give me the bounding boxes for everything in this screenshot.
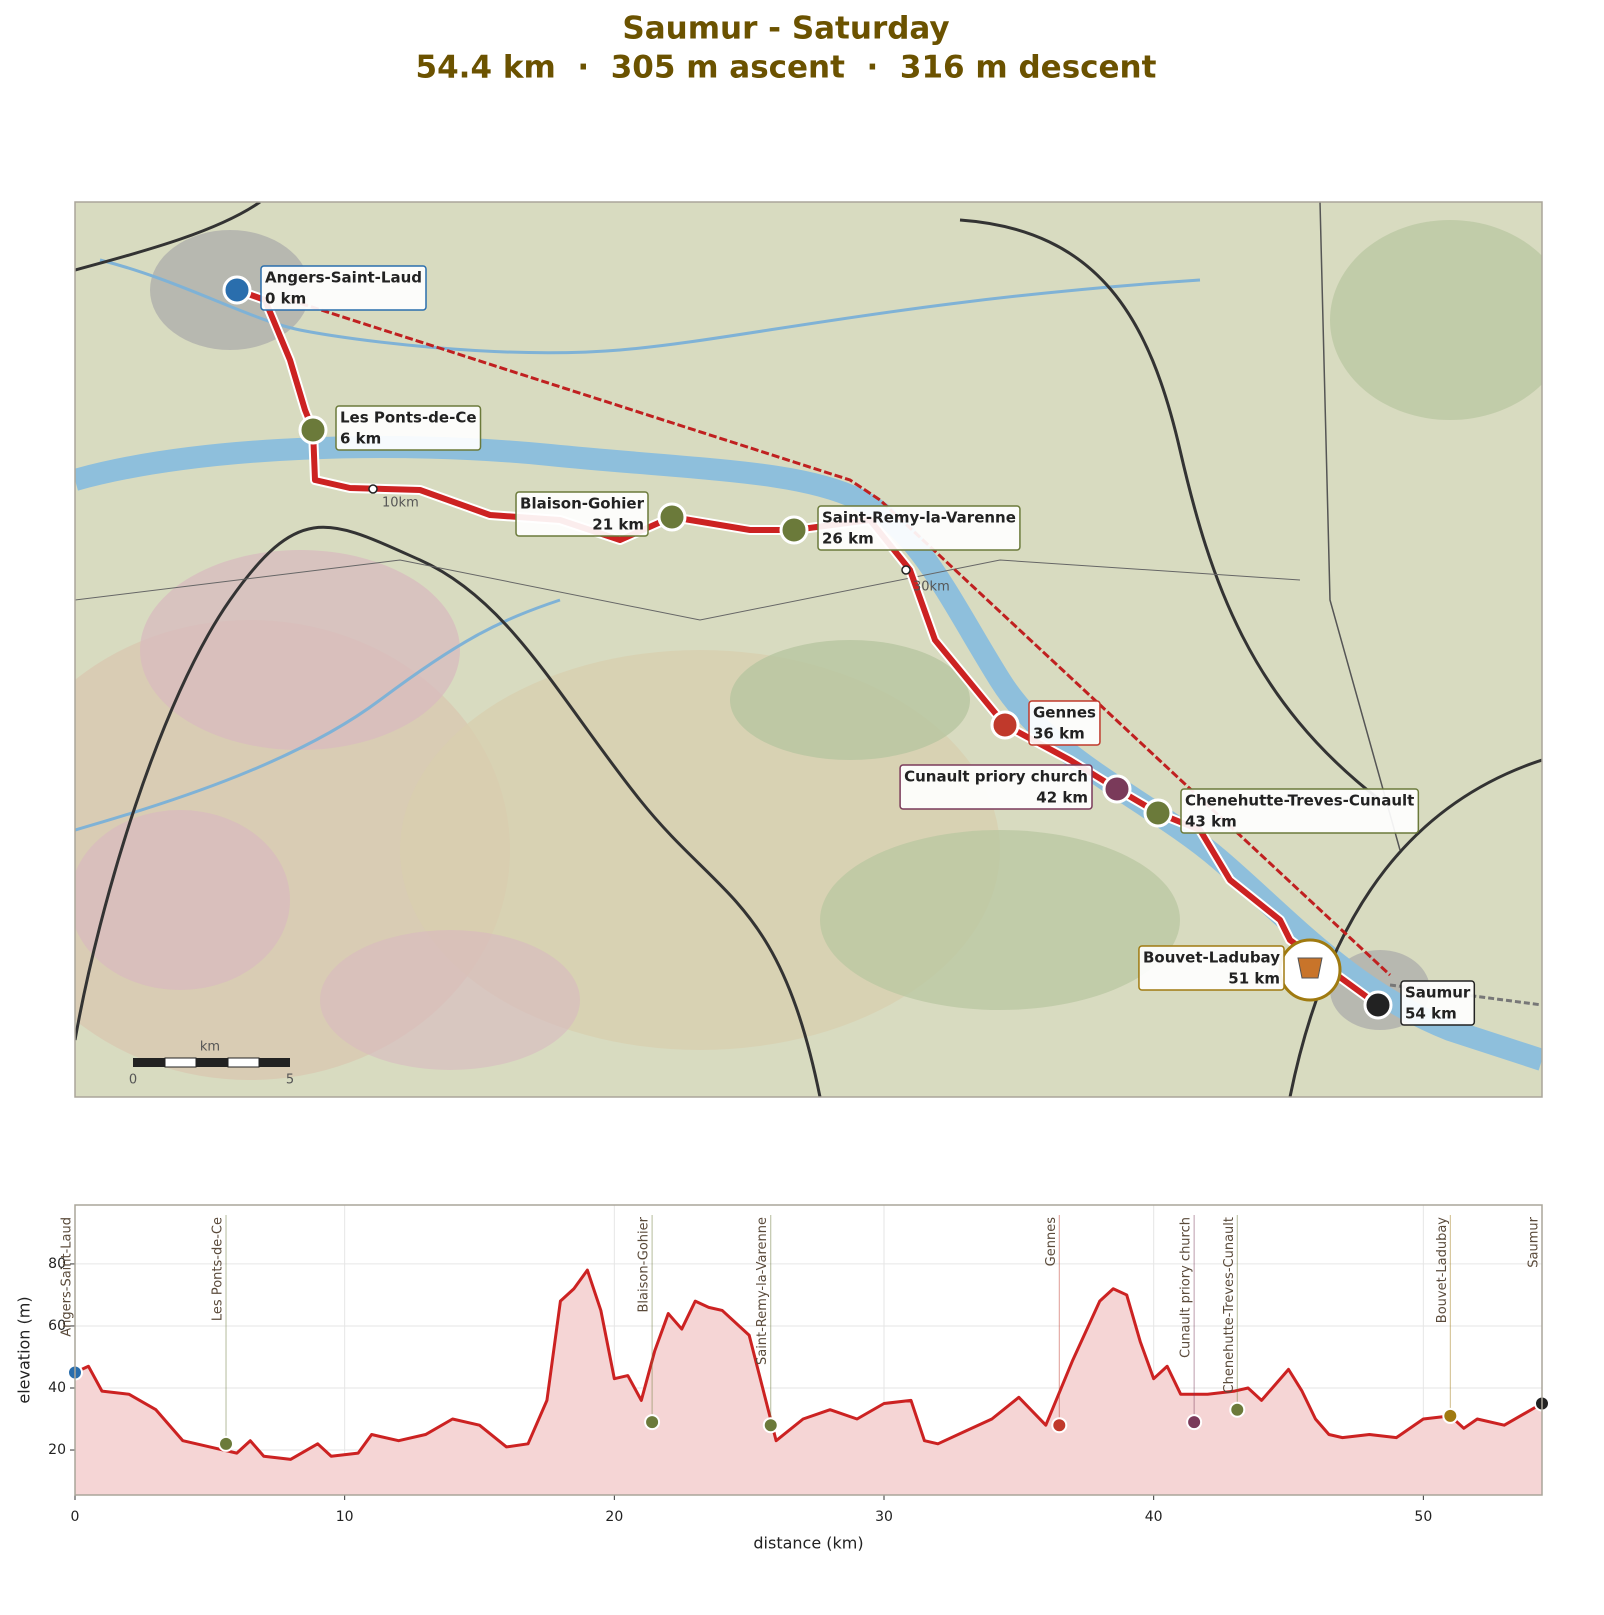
waypoint-name: Saumur <box>1405 984 1471 1002</box>
waypoint-name: Saint-Remy-la-Varenne <box>822 509 1016 527</box>
waypoint-marker <box>1102 774 1132 804</box>
waypoint-label: Chenehutte-Treves-Cunault 43 km <box>1180 788 1420 834</box>
map-background <box>75 202 1542 1097</box>
waypoint-label-box <box>817 505 1021 551</box>
waypoint-label: Cunault priory church 42 km <box>899 764 1093 810</box>
waypoint-distance: 42 km <box>1036 789 1088 807</box>
waypoint-distance: 0 km <box>265 290 306 308</box>
waypoint-profile-marker <box>1051 1417 1068 1434</box>
waypoint-marker <box>1363 990 1393 1020</box>
waypoint-label: Angers-Saint-Laud 0 km <box>260 265 427 311</box>
y-tick-label: 40 <box>48 1380 66 1396</box>
waypoint-label-box <box>1180 788 1420 834</box>
waypoint-profile-marker <box>1186 1414 1203 1431</box>
waypoint-name: Cunault priory church <box>904 768 1088 786</box>
waypoint-marker <box>298 415 328 445</box>
waypoint-name: Bouvet-Ladubay <box>1143 949 1280 967</box>
x-tick-label: 30 <box>875 1509 893 1525</box>
waypoint-distance: 21 km <box>592 516 644 534</box>
x-tick-label: 50 <box>1414 1509 1432 1525</box>
waypoint-name: Les Ponts-de-Ce <box>340 409 477 427</box>
waypoint-profile-label: Angers-Saint-Laud <box>60 1217 75 1337</box>
waypoint-profile-label: Saumur <box>1527 1216 1542 1267</box>
waypoint-label: Blaison-Gohier 21 km <box>515 491 649 537</box>
waypoint-label-box <box>1028 700 1101 746</box>
waypoint-profile-label: Saint-Remy-la-Varenne <box>755 1217 770 1365</box>
distance-marker-label: 10km <box>382 496 419 511</box>
waypoint-marker <box>779 515 809 545</box>
waypoint-label-box <box>899 764 1093 810</box>
subtitle: 54.4 km · 305 m ascent · 316 m descent <box>416 50 1157 86</box>
waypoint-distance: 26 km <box>822 530 874 548</box>
y-tick-label: 20 <box>48 1442 66 1458</box>
x-tick-label: 0 <box>71 1509 80 1525</box>
waypoint-distance: 54 km <box>1405 1005 1457 1023</box>
title: Saumur - Saturday <box>622 11 949 47</box>
waypoint-profile-label: Les Ponts-de-Ce <box>211 1217 226 1321</box>
waypoint-profile-marker <box>1229 1401 1246 1418</box>
waypoint-distance: 51 km <box>1228 970 1280 988</box>
y-tick-label: 80 <box>48 1256 66 1272</box>
waypoint-profile-label: Cunault priory church <box>1179 1217 1194 1358</box>
waypoint-label: Gennes 36 km <box>1028 700 1101 746</box>
waypoint-profile-marker <box>1442 1407 1459 1424</box>
x-tick-label: 40 <box>1145 1509 1163 1525</box>
y-tick-label: 60 <box>48 1318 66 1334</box>
waypoint-distance: 43 km <box>1185 813 1237 831</box>
waypoint-label-box <box>260 265 427 311</box>
waypoint-profile-label: Blaison-Gohier <box>637 1216 652 1312</box>
waypoint-label-box <box>335 405 482 451</box>
x-tick-label: 20 <box>605 1509 623 1525</box>
elevation-chart: 20 40 60 80 0 10 20 30 40 50 Angers-Saint-Laud Les … <box>15 1204 1550 1553</box>
waypoint-name: Chenehutte-Treves-Cunault <box>1185 792 1414 810</box>
waypoint-distance: 36 km <box>1033 725 1085 743</box>
map-frame <box>74 201 1543 1098</box>
waypoint-profile-marker <box>644 1414 661 1431</box>
waypoint-label: Saint-Remy-la-Varenne 26 km <box>817 505 1021 551</box>
waypoint-label-box <box>515 491 649 537</box>
waypoint-label: Les Ponts-de-Ce 6 km <box>335 405 482 451</box>
scale-tick: 5 <box>286 1073 294 1088</box>
waypoint-profile-label: Bouvet-Ladubay <box>1435 1217 1450 1324</box>
waypoint-label-box <box>1138 945 1285 991</box>
waypoint-profile-label: Gennes <box>1044 1217 1059 1267</box>
x-axis-label: distance (km) <box>753 1534 863 1553</box>
x-tick-label: 10 <box>336 1509 354 1525</box>
waypoint-marker <box>990 710 1020 740</box>
waypoint-label: Saumur 54 km <box>1400 980 1476 1026</box>
waypoint-marker <box>222 275 252 305</box>
waypoint-marker <box>657 502 687 532</box>
plot-frame <box>74 1204 1543 1496</box>
distance-marker <box>901 565 911 575</box>
scale-bar: km 0 5 <box>129 1040 294 1088</box>
waypoint-label: Bouvet-Ladubay 51 km <box>1138 945 1285 991</box>
waypoint-name: Blaison-Gohier <box>520 495 645 513</box>
waypoint-label-box <box>1400 980 1476 1026</box>
waypoint-profile-marker <box>218 1435 235 1452</box>
distance-marker <box>368 484 378 494</box>
waypoint-icon-glass <box>1297 957 1323 979</box>
waypoint-marker <box>1143 798 1173 828</box>
map: km 0 5 <box>74 201 1543 1098</box>
waypoint-distance: 6 km <box>340 430 381 448</box>
waypoint-name: Gennes <box>1033 704 1096 722</box>
waypoint-profile-label: Chenehutte-Treves-Cunault <box>1222 1217 1237 1393</box>
scale-unit: km <box>200 1040 220 1055</box>
waypoint-profile-marker <box>762 1417 779 1434</box>
scale-tick: 0 <box>129 1073 137 1088</box>
elevation-line <box>74 1268 1543 1461</box>
y-axis-label: elevation (m) <box>15 1296 34 1403</box>
waypoint-name: Angers-Saint-Laud <box>265 269 422 287</box>
distance-marker-label: 30km <box>913 580 950 595</box>
elevation-area <box>75 1270 1542 1495</box>
